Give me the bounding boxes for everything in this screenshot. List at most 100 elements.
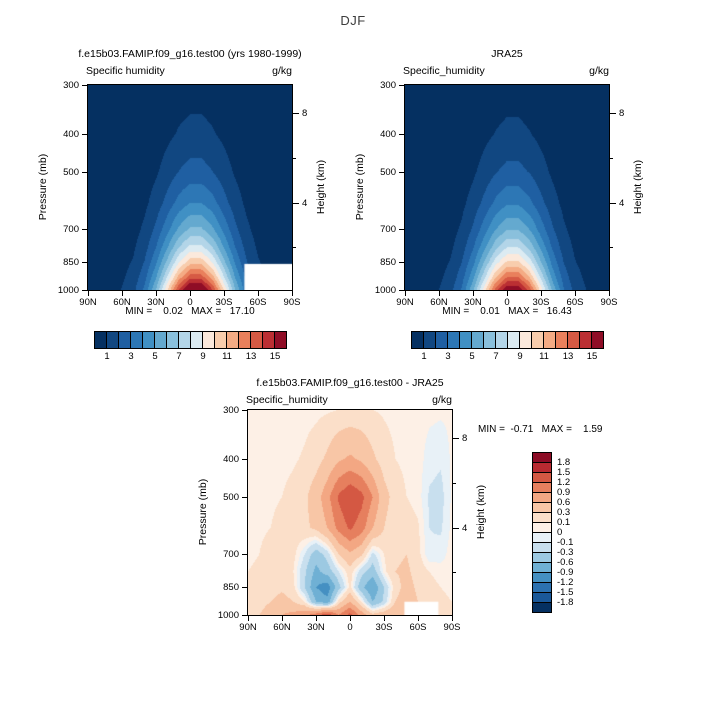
latitude-tick bbox=[384, 616, 385, 621]
figure-season-title: DJF bbox=[340, 13, 366, 28]
latitude-tick bbox=[316, 616, 317, 621]
height-tick-label: 8 bbox=[619, 108, 625, 119]
pressure-tick-label: 500 bbox=[223, 492, 239, 503]
latitude-tick bbox=[248, 616, 249, 621]
colorbar-tick-label: 9 bbox=[200, 351, 206, 362]
pressure-tick-label: 1000 bbox=[374, 285, 396, 296]
pressure-tick bbox=[82, 262, 88, 263]
latitude-tick bbox=[452, 616, 453, 621]
latitude-tick bbox=[156, 291, 157, 296]
height-tick bbox=[610, 247, 613, 248]
latitude-tick-label: 30N bbox=[147, 297, 165, 308]
pressure-tick-label: 300 bbox=[63, 80, 79, 91]
colorbar-tick-label: 0.6 bbox=[557, 497, 571, 508]
latitude-tick bbox=[575, 291, 576, 296]
panel-diff-height-axis-label: Height (km) bbox=[475, 484, 488, 540]
latitude-tick-label: 60S bbox=[249, 297, 267, 308]
colorbar-tick-label: 7 bbox=[176, 351, 182, 362]
latitude-tick bbox=[541, 291, 542, 296]
colorbar-tick-label: 13 bbox=[245, 351, 257, 362]
latitude-tick-label: 60N bbox=[430, 297, 448, 308]
latitude-tick-label: 90S bbox=[283, 297, 301, 308]
latitude-tick bbox=[224, 291, 225, 296]
panel-diff-pressure-axis-label: Pressure (mb) bbox=[197, 478, 210, 546]
colorbar-tick-label: 0.1 bbox=[557, 517, 571, 528]
pressure-tick bbox=[242, 615, 248, 616]
latitude-tick bbox=[190, 291, 191, 296]
height-tick-label: 4 bbox=[462, 523, 468, 534]
height-tick bbox=[293, 247, 296, 248]
height-tick bbox=[293, 203, 299, 204]
colorbar-tick-label: 0.9 bbox=[557, 487, 571, 498]
pressure-tick-label: 1000 bbox=[217, 610, 239, 621]
pressure-tick bbox=[242, 410, 248, 411]
colorbar-segment bbox=[591, 331, 604, 349]
latitude-tick-label: 30S bbox=[532, 297, 550, 308]
pressure-tick bbox=[399, 290, 405, 291]
pressure-tick-label: 850 bbox=[223, 582, 239, 593]
panel-obs-contour-plot bbox=[404, 84, 610, 291]
colorbar-tick-label: 5 bbox=[152, 351, 158, 362]
panel-model-height-axis-label: Height (km) bbox=[315, 159, 328, 215]
panel-model-units-label: g/kg bbox=[272, 65, 292, 77]
colorbar-tick-label: -0.3 bbox=[557, 547, 574, 558]
colorbar-tick-label: 7 bbox=[493, 351, 499, 362]
latitude-tick bbox=[418, 616, 419, 621]
latitude-tick-label: 60N bbox=[273, 622, 291, 633]
panel-diff-minmax: MIN = -0.71 MAX = 1.59 bbox=[478, 424, 603, 435]
colorbar-tick-label: 0 bbox=[557, 527, 563, 538]
height-tick-label: 4 bbox=[302, 198, 308, 209]
panel-diff-field-label: Specific_humidity bbox=[246, 394, 328, 406]
latitude-tick-label: 30N bbox=[464, 297, 482, 308]
colorbar-tick-label: 15 bbox=[269, 351, 281, 362]
colorbar-tick-label: 1 bbox=[104, 351, 110, 362]
panel-model-title: f.e15b03.FAMIP.f09_g16.test00 (yrs 1980-… bbox=[78, 48, 302, 60]
height-tick bbox=[293, 113, 299, 114]
latitude-tick bbox=[473, 291, 474, 296]
pressure-tick bbox=[242, 587, 248, 588]
pressure-tick bbox=[242, 554, 248, 555]
pressure-tick bbox=[242, 497, 248, 498]
colorbar-tick-label: 9 bbox=[517, 351, 523, 362]
colorbar-tick-label: 3 bbox=[445, 351, 451, 362]
panel-model-field-label: Specific humidity bbox=[86, 65, 165, 77]
pressure-tick bbox=[399, 229, 405, 230]
colorbar-tick-label: -0.1 bbox=[557, 537, 574, 548]
panel-diff-title: f.e15b03.FAMIP.f09_g16.test00 - JRA25 bbox=[256, 377, 444, 389]
latitude-tick bbox=[282, 616, 283, 621]
panel-model-minmax: MIN = 0.02 MAX = 17.10 bbox=[125, 306, 255, 317]
pressure-tick-label: 400 bbox=[63, 129, 79, 140]
latitude-tick-label: 90S bbox=[600, 297, 618, 308]
pressure-tick bbox=[82, 290, 88, 291]
latitude-tick-label: 60S bbox=[566, 297, 584, 308]
latitude-tick-label: 90N bbox=[79, 297, 97, 308]
colorbar-tick-label: 1 bbox=[421, 351, 427, 362]
height-tick bbox=[610, 203, 616, 204]
panel-obs-title: JRA25 bbox=[491, 48, 523, 60]
latitude-tick bbox=[122, 291, 123, 296]
colorbar-tick-label: -1.2 bbox=[557, 577, 574, 588]
pressure-tick-label: 1000 bbox=[57, 285, 79, 296]
latitude-tick bbox=[88, 291, 89, 296]
height-tick bbox=[610, 158, 613, 159]
colorbar-tick-label: 3 bbox=[128, 351, 134, 362]
latitude-tick bbox=[609, 291, 610, 296]
height-tick bbox=[453, 483, 456, 484]
colorbar-tick-label: 11 bbox=[539, 351, 549, 362]
colorbar-tick-label: 1.5 bbox=[557, 467, 571, 478]
latitude-tick bbox=[292, 291, 293, 296]
colorbar-tick-label: 0.3 bbox=[557, 507, 571, 518]
latitude-tick bbox=[350, 616, 351, 621]
pressure-tick bbox=[399, 85, 405, 86]
panel-diff-contour-plot bbox=[247, 409, 453, 616]
colorbar-segment bbox=[274, 331, 287, 349]
latitude-tick bbox=[405, 291, 406, 296]
colorbar-tick-label: 11 bbox=[222, 351, 232, 362]
pressure-tick-label: 700 bbox=[380, 224, 396, 235]
height-tick bbox=[453, 572, 456, 573]
pressure-tick-label: 300 bbox=[380, 80, 396, 91]
latitude-tick-label: 0 bbox=[347, 622, 353, 633]
pressure-tick-label: 850 bbox=[380, 257, 396, 268]
latitude-tick-label: 30S bbox=[375, 622, 393, 633]
